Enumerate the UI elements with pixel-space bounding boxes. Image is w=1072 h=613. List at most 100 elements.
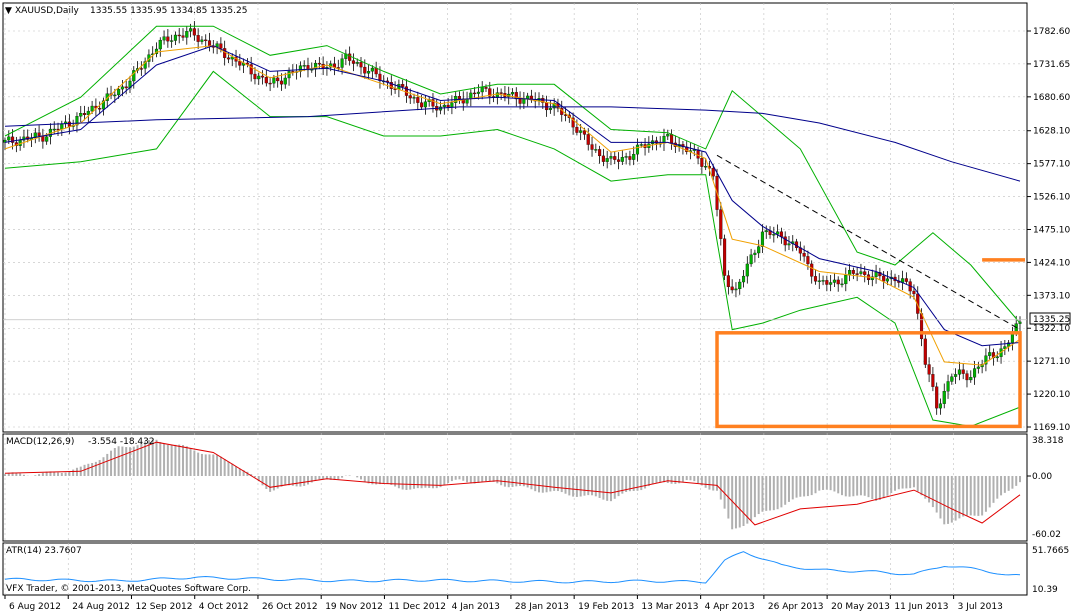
candle-body [522, 98, 526, 104]
candle-body [938, 403, 943, 409]
time-axis: 6 Aug 2012 24 Aug 2012 12 Sep 2012 4 Oct 20… [4, 595, 1003, 612]
candle-body [976, 366, 980, 369]
candle-body [272, 77, 276, 84]
copyright-text: VFX Trader, © 2001-2013, MetaQuotes Soft… [6, 584, 251, 594]
candle-body [704, 166, 708, 168]
candle-body [457, 96, 462, 100]
candle-body [480, 87, 484, 93]
candle-body [912, 290, 916, 295]
candle-body [620, 157, 624, 162]
candle-body [283, 77, 287, 85]
bollinger-lower-line [4, 70, 1021, 427]
candle-body [204, 39, 208, 42]
candle-body [499, 92, 503, 94]
time-tick-label: 4 Apr 2013 [705, 602, 755, 612]
candle-body [749, 254, 753, 265]
candle-body [806, 256, 810, 265]
candle-body [170, 40, 174, 42]
atr-panel-frame [2, 542, 1028, 596]
candle-body [916, 293, 920, 314]
price-tick-label: 1475.10 [1033, 225, 1070, 235]
time-tick-label: 26 Oct 2012 [262, 602, 318, 612]
time-tick-label: 6 Aug 2012 [9, 602, 61, 612]
candle-body [700, 158, 704, 167]
candle-body [420, 102, 424, 108]
candle-body [730, 286, 734, 291]
price-tick-label: 1526.10 [1033, 193, 1070, 203]
macd-tick-top: 38.318 [1032, 436, 1064, 446]
candle-body [923, 338, 927, 365]
candle-body [919, 313, 924, 340]
price-tick-label: 1731.65 [1033, 60, 1070, 70]
candle-body [757, 246, 761, 254]
candle-body [738, 281, 742, 290]
candle-body [988, 352, 992, 356]
candle-body [367, 71, 371, 74]
candle-body [590, 144, 594, 150]
candle-body [635, 144, 640, 155]
candle-body [552, 103, 556, 109]
candle-body [518, 98, 522, 104]
candle-body [726, 275, 730, 288]
candle-body [632, 153, 636, 160]
dashed-trendline [716, 154, 1021, 331]
candle-body [965, 373, 969, 381]
candle-body [594, 149, 598, 151]
candle-body [279, 80, 284, 85]
candle-body [711, 168, 715, 177]
candle-body [639, 144, 643, 146]
atr-series [4, 551, 1021, 584]
candle-body [370, 67, 374, 72]
candle-body [446, 104, 450, 108]
candle-body [173, 34, 177, 41]
time-tick-label: 3 Jul 2013 [958, 602, 1003, 612]
price-panel-frame [2, 2, 1028, 433]
candle-body [98, 108, 102, 110]
candle-body [476, 91, 480, 94]
candle-body [226, 57, 231, 60]
time-tick-label: 11 Dec 2012 [388, 602, 446, 612]
candle-body [450, 102, 454, 108]
macd-panel-frame [2, 433, 1028, 542]
candle-body [787, 243, 791, 246]
candle-body [238, 61, 242, 66]
candle-body [545, 102, 549, 111]
collapse-triangle-icon[interactable]: ▼ [5, 6, 12, 16]
candle-body [124, 86, 128, 89]
candle-body [995, 356, 999, 359]
candle-body [469, 92, 473, 99]
candle-body [132, 70, 136, 82]
candle-body [355, 62, 359, 64]
atr-tick-top: 51.7665 [1032, 546, 1069, 556]
candle-body [408, 95, 412, 99]
candle-body [882, 275, 886, 282]
candle-body [548, 107, 552, 111]
orange-range-box [715, 331, 1022, 429]
macd-label: MACD(12,26,9) [6, 437, 74, 447]
candle-body [855, 273, 859, 275]
candle-body [185, 31, 189, 38]
candle-body [526, 95, 530, 99]
candle-body [628, 156, 632, 160]
price-tick-label: 1169.10 [1033, 423, 1070, 433]
price-tick-label: 1782.60 [1033, 27, 1070, 37]
candle-body [810, 263, 814, 277]
candle-body [817, 280, 821, 282]
time-tick-label: 4 Jan 2013 [452, 602, 500, 612]
candle-body [302, 65, 306, 67]
candle-body [3, 139, 7, 143]
ema-mid-line [4, 45, 1021, 347]
candle-body [363, 66, 367, 74]
candle-body [75, 116, 79, 126]
candle-body [598, 149, 602, 157]
candle-body [79, 113, 83, 117]
candle-body [957, 369, 961, 375]
macd-signal-line [4, 441, 1021, 526]
candle-body [753, 252, 757, 255]
candle-body [821, 280, 825, 282]
candle-body [870, 276, 874, 281]
time-tick-label: 28 Jan 2013 [515, 602, 569, 612]
candle-body [931, 374, 935, 387]
candle-body [666, 134, 670, 137]
